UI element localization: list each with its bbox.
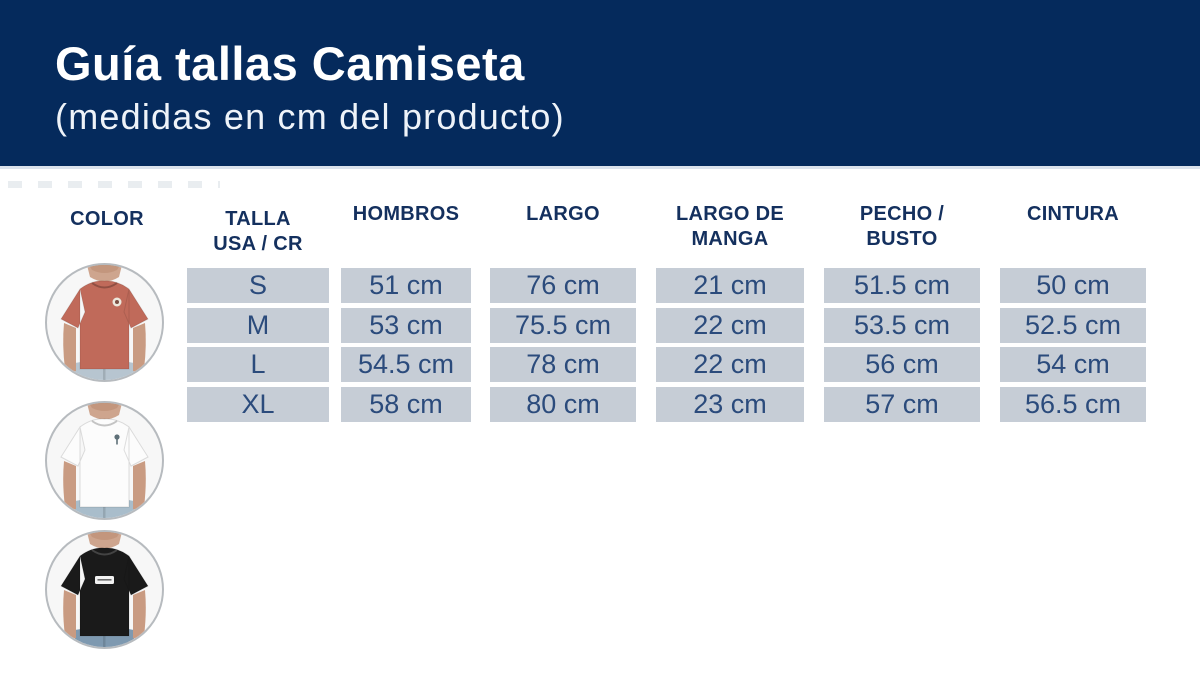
column-header-talla: TALLA USA / CR [213,208,303,255]
measure-cell: 54 cm [1000,347,1146,382]
neckline-graphic [91,549,118,556]
measure-cell: 21 cm [656,268,804,303]
measure-cell: 51.5 cm [824,268,980,303]
column-header-color: COLOR [70,208,144,230]
tshirt-black-graphic [60,532,149,647]
measure-cell: 22 cm [656,308,804,343]
decorative-dashes [8,181,220,188]
right-arm-graphic [133,590,146,639]
right-arm-graphic [133,461,146,510]
measure-cell: 22 cm [656,347,804,382]
measure-cell: 53 cm [341,308,471,343]
measure-cell: 80 cm [490,387,636,422]
measure-cell: 76 cm [490,268,636,303]
column-header-pecho: PECHO / BUSTO [859,203,945,250]
neck-graphic [87,532,122,549]
measure-cell: 23 cm [656,387,804,422]
left-arm-graphic [63,590,76,639]
neck-graphic [87,265,122,282]
neckline-graphic [91,420,118,427]
column-header-manga: LARGO DE MANGA [676,203,784,250]
measure-cell: 51 cm [341,268,471,303]
size-cell: XL [187,387,329,422]
chest-palm-logo [114,434,120,440]
measure-cell: 56.5 cm [1000,387,1146,422]
size-cell: M [187,308,329,343]
size-cell: L [187,347,329,382]
neckline-graphic [91,282,118,289]
measure-cell: 57 cm [824,387,980,422]
tshirt-body-graphic [60,418,149,508]
tshirt-salmon-graphic [60,265,149,380]
product-photo-white-shirt [45,401,164,520]
neck-graphic [87,403,122,420]
page-title: Guía tallas Camiseta [55,37,525,90]
size-cell: S [187,268,329,303]
tshirt-white-graphic [60,403,149,518]
column-header-largo: LARGO [526,203,600,225]
tshirt-body-graphic [60,280,149,370]
page-subtitle: (medidas en cm del producto) [55,96,565,137]
left-arm-graphic [63,323,76,372]
measure-cell: 78 cm [490,347,636,382]
right-arm-graphic [133,323,146,372]
measure-cell: 54.5 cm [341,347,471,382]
column-header-cintura: CINTURA [1026,203,1120,225]
measure-cell: 75.5 cm [490,308,636,343]
product-photo-salmon-shirt [45,263,164,382]
measure-cell: 52.5 cm [1000,308,1146,343]
measure-cell: 50 cm [1000,268,1146,303]
product-photo-black-shirt [45,530,164,649]
left-arm-graphic [63,461,76,510]
header-banner: Guía tallas Camiseta (medidas en cm del … [0,0,1200,169]
tshirt-body-graphic [60,547,149,637]
measure-cell: 53.5 cm [824,308,980,343]
measure-cell: 56 cm [824,347,980,382]
column-header-hombros: HOMBROS [352,203,460,225]
measure-cell: 58 cm [341,387,471,422]
